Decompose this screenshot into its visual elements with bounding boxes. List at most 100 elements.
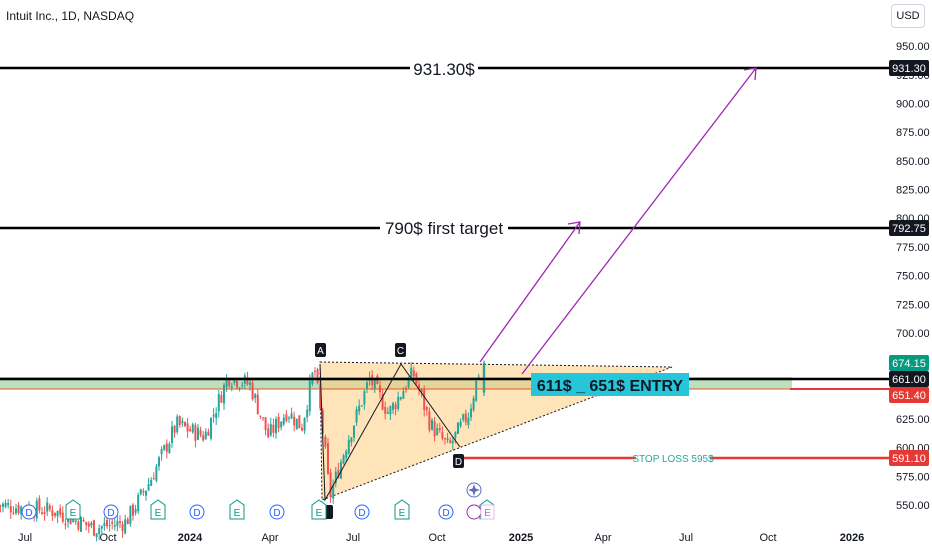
candle-body [347,439,350,454]
candle-body [358,405,361,412]
x-tick-label: 2024 [178,532,203,544]
candle-body [225,378,228,388]
earnings-marker[interactable]: E [394,499,410,520]
candle-body [267,428,270,438]
dividend-marker[interactable]: D [438,504,454,520]
y-tick-label: 875.00 [896,127,930,139]
candle-body [334,471,337,484]
candle-body [233,378,236,383]
candle-body [90,522,93,526]
candle-body [384,407,387,414]
candle-body [350,437,353,443]
candle-body [74,520,77,522]
candle-body [402,391,405,399]
price-tag-931: 931.30 [889,60,929,76]
candle-body [111,521,114,524]
candle-body [85,521,88,526]
candle-body [87,523,90,527]
stop-loss-label: STOP LOSS 595$ [632,454,714,465]
candle-body [129,505,132,525]
dividend-marker[interactable]: D [354,504,370,520]
candle-body [430,419,433,430]
svg-text:D: D [107,508,114,519]
svg-text:D: D [455,457,462,468]
candle-body [326,443,329,474]
svg-text:A: A [317,346,324,357]
svg-text:931.30: 931.30 [892,63,926,75]
svg-text:D: D [358,508,365,519]
candle-body [345,451,348,458]
candle-body [251,382,254,400]
x-tick-label: Apr [261,532,278,544]
candle-body [157,457,160,467]
candle-body [56,511,59,517]
candle-body [95,533,98,538]
candle-body [274,418,277,434]
x-tick-label: 2025 [509,532,533,544]
candle-body [228,380,231,386]
y-tick-label: 900.00 [896,99,930,111]
y-tick-label: 725.00 [896,299,930,311]
x-axis: Jul Oct 2024 Apr Jul Oct 2025 Apr Jul Oct 2026 [18,532,864,544]
candle-body [230,385,233,388]
candle-body [202,435,205,441]
earnings-marker[interactable]: E [229,499,245,520]
svg-text:674.15: 674.15 [892,358,926,370]
svg-text:E: E [234,508,241,519]
candle-body [51,510,54,516]
candle-body [290,413,293,419]
chart-title: Intuit Inc., 1D, NASDAQ [6,9,135,23]
candle-body [293,416,296,426]
candle-body [144,490,147,496]
dividend-marker[interactable]: D [21,504,37,520]
candle-body [186,423,189,432]
candle-body [79,517,82,532]
candle-body [147,484,150,491]
upcoming-events[interactable]: E [466,482,495,520]
candle-body [329,472,332,498]
candle-body [246,377,249,385]
candle-body [300,427,303,431]
candle-body [363,391,366,405]
label-931: 931.30$ [413,60,475,79]
candle-body [342,455,345,464]
candle-body [407,377,410,388]
point-b-marker [325,505,333,519]
earnings-marker[interactable]: E [65,499,81,520]
candle-body [38,498,41,511]
dividend-marker[interactable]: D [103,504,119,520]
entry-label-box [531,373,689,396]
candle-body [410,367,413,381]
y-tick-label: 625.00 [896,414,930,426]
candle-body [82,519,85,522]
candle-body [248,382,251,385]
price-tags: 931.30 792.75 674.15 661.00 651.40 591.10 [889,60,929,466]
candle-body [425,407,428,411]
price-tag-792: 792.75 [889,220,929,236]
y-tick-label: 575.00 [896,471,930,483]
candle-body [282,417,285,425]
candle-body [438,428,441,430]
event-markers: DEDEDEDEDEDEE [21,482,495,520]
candle-body [482,362,486,393]
candle-body [92,520,95,536]
price-tag-591: 591.10 [889,450,929,466]
candle-body [469,408,472,418]
candle-body [176,416,179,433]
earnings-marker[interactable]: E [311,499,327,520]
candle-body [386,412,389,414]
candle-body [46,502,49,512]
dividend-marker[interactable]: D [189,504,205,520]
candle-body [462,414,465,420]
candle-body [20,506,23,515]
dividend-marker[interactable]: D [269,504,285,520]
currency-button[interactable]: USD [891,4,925,28]
candle-body [295,418,298,429]
candle-body [116,520,119,527]
candle-body [14,508,17,514]
y-tick-label: 700.00 [896,328,930,340]
candle-body [285,414,288,422]
earnings-marker[interactable]: E [150,499,166,520]
candle-body [475,380,478,401]
